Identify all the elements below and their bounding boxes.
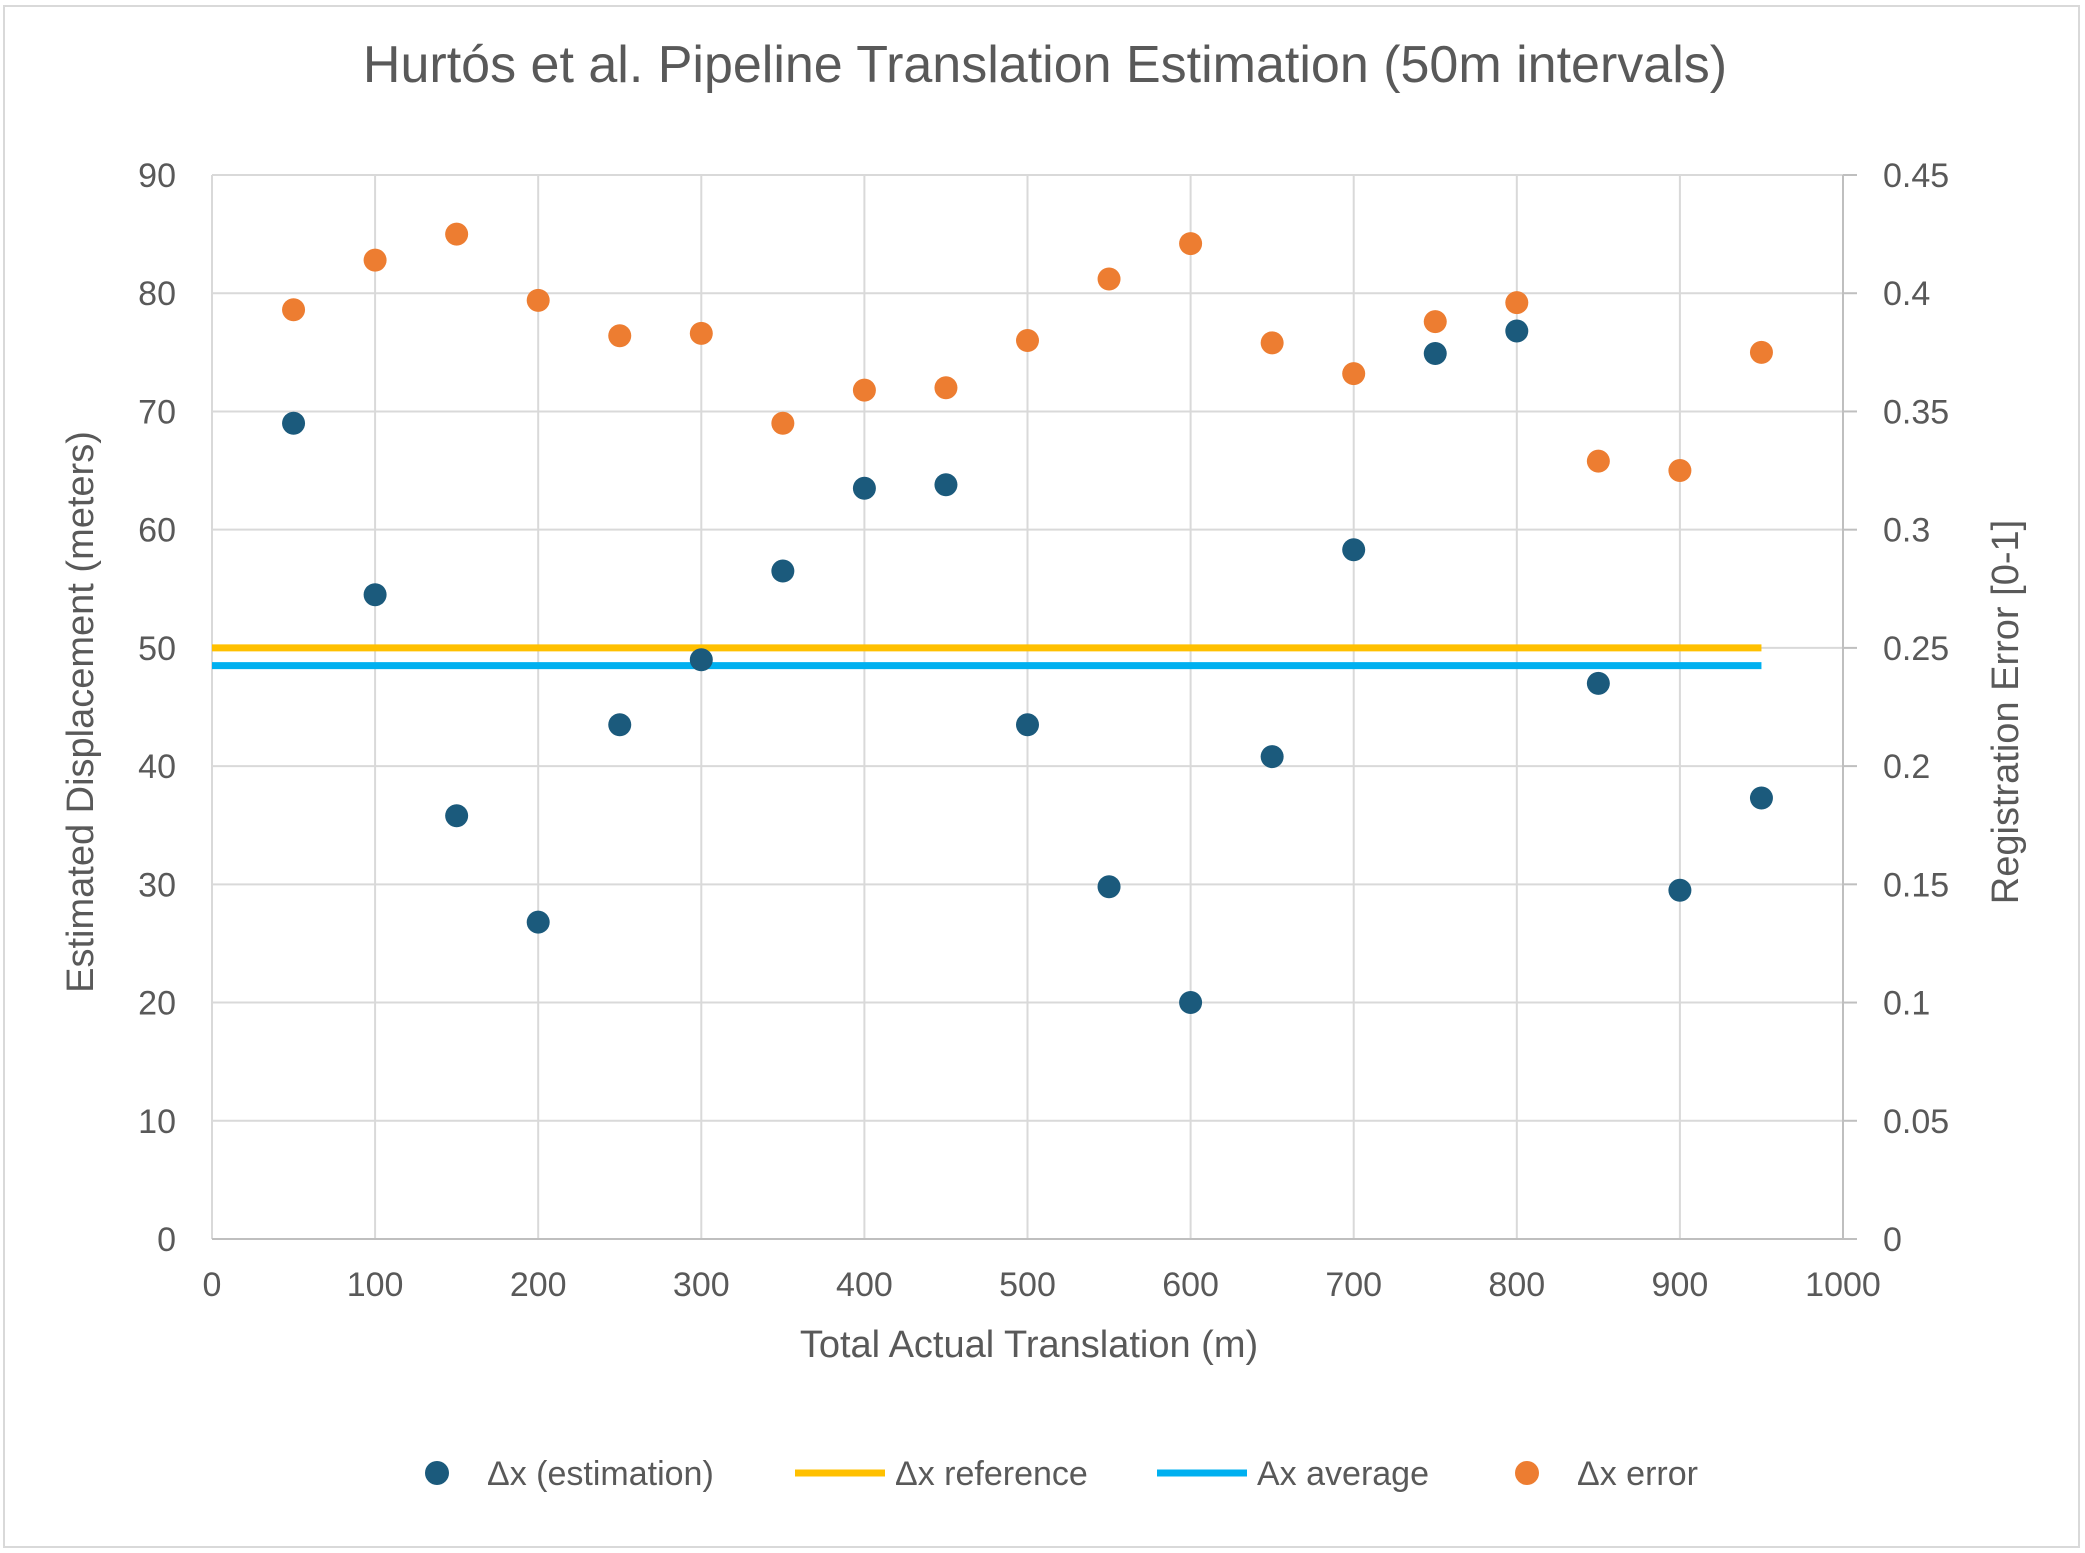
y2-tick-label: 0.25 (1883, 630, 1949, 668)
y-tick-label: 40 (138, 748, 176, 786)
x-tick-label: 400 (836, 1266, 893, 1304)
x-tick-label: 900 (1652, 1266, 1709, 1304)
legend-marker-x-estimation (425, 1461, 449, 1485)
x-tick-label: 700 (1325, 1266, 1382, 1304)
point-x-estimation (852, 476, 876, 500)
point-x-error (1586, 449, 1610, 473)
x-tick-label: 100 (347, 1266, 404, 1304)
legend-label-ax-average: Ax average (1257, 1455, 1429, 1493)
y2-tick-label: 0.4 (1883, 275, 1930, 313)
x-tick-label: 300 (673, 1266, 730, 1304)
point-x-estimation (445, 804, 469, 828)
x-tick-label: 1000 (1805, 1266, 1881, 1304)
y-axis-label: Estimated Displacement (meters) (60, 431, 102, 993)
point-x-estimation (282, 411, 306, 435)
point-x-error (934, 376, 958, 400)
y2-tick-label: 0.1 (1883, 985, 1930, 1023)
y2-tick-label: 0 (1883, 1221, 1902, 1259)
y-tick-label: 20 (138, 985, 176, 1023)
point-x-error (608, 324, 632, 348)
point-x-error (1260, 331, 1284, 355)
y-tick-label: 90 (138, 157, 176, 195)
point-x-error (771, 411, 795, 435)
legend-label-x-error: Δx error (1577, 1455, 1698, 1493)
point-x-error (363, 248, 387, 272)
point-x-estimation (363, 583, 387, 607)
y2-tick-label: 0.15 (1883, 866, 1949, 904)
series-layer (212, 222, 1773, 1015)
y-tick-label: 80 (138, 275, 176, 313)
point-x-error (1016, 329, 1039, 353)
x-tick-label: 0 (203, 1266, 222, 1304)
y-tick-label: 60 (138, 512, 176, 550)
point-x-estimation (1342, 538, 1366, 562)
legend-marker-x-error (1515, 1461, 1539, 1485)
y2-tick-label: 0.05 (1883, 1103, 1949, 1141)
chart-svg: 0 100 200 300 400 500 600 700 800 900 100001020304… (60, 36, 2027, 1493)
point-x-error (1423, 310, 1447, 334)
y2-tick-label: 0.3 (1883, 512, 1930, 550)
point-x-estimation (1749, 786, 1773, 810)
point-x-estimation (608, 713, 632, 737)
y2-tick-label: 0.35 (1883, 393, 1949, 431)
point-x-estimation (1668, 878, 1692, 902)
point-x-estimation (1505, 319, 1529, 343)
x-axis-label: Total Actual Translation (m) (800, 1324, 1258, 1366)
point-x-error (1668, 459, 1692, 483)
y2-tick-label: 0.45 (1883, 157, 1949, 195)
point-x-estimation (1179, 991, 1203, 1015)
point-x-error (282, 298, 306, 322)
point-x-estimation (1016, 713, 1039, 737)
point-x-estimation (1423, 342, 1447, 366)
y2-tick-label: 0.2 (1883, 748, 1930, 786)
y-tick-label: 30 (138, 866, 176, 904)
x-tick-label: 500 (999, 1266, 1056, 1304)
x-tick-label: 200 (510, 1266, 567, 1304)
point-x-error (526, 288, 550, 312)
y-tick-label: 70 (138, 393, 176, 431)
point-x-error (689, 321, 713, 345)
point-x-error (1505, 291, 1529, 315)
point-x-error (1097, 267, 1121, 291)
y2-axis-label: Registration Error [0-1] (1985, 520, 2027, 904)
point-x-estimation (1260, 745, 1284, 769)
point-x-estimation (689, 648, 713, 672)
x-tick-label: 800 (1488, 1266, 1545, 1304)
point-x-estimation (1097, 875, 1121, 899)
point-x-error (1342, 362, 1366, 386)
legend: Δx (estimation) Δx reference Ax average Δx … (425, 1455, 1698, 1493)
y-tick-label: 50 (138, 630, 176, 668)
axes-layer: 0 100 200 300 400 500 600 700 800 900 100001020304… (138, 157, 1949, 1304)
point-x-estimation (771, 559, 795, 583)
point-x-error (852, 378, 876, 402)
point-x-error (1749, 340, 1773, 364)
point-x-error (1179, 232, 1203, 256)
point-x-error (445, 222, 469, 246)
y-tick-label: 0 (157, 1221, 176, 1259)
legend-label-x-reference: Δx reference (895, 1455, 1088, 1493)
chart-title: Hurtós et al. Pipeline Translation Estim… (363, 36, 1727, 94)
y-tick-label: 10 (138, 1103, 176, 1141)
point-x-estimation (934, 473, 958, 497)
point-x-estimation (526, 910, 550, 934)
x-tick-label: 600 (1162, 1266, 1219, 1304)
point-x-estimation (1586, 671, 1610, 695)
legend-label-x-estimation: Δx (estimation) (487, 1455, 714, 1493)
chart-frame: 0 100 200 300 400 500 600 700 800 900 1000 0 10 20 30 4… (3, 5, 2080, 1548)
